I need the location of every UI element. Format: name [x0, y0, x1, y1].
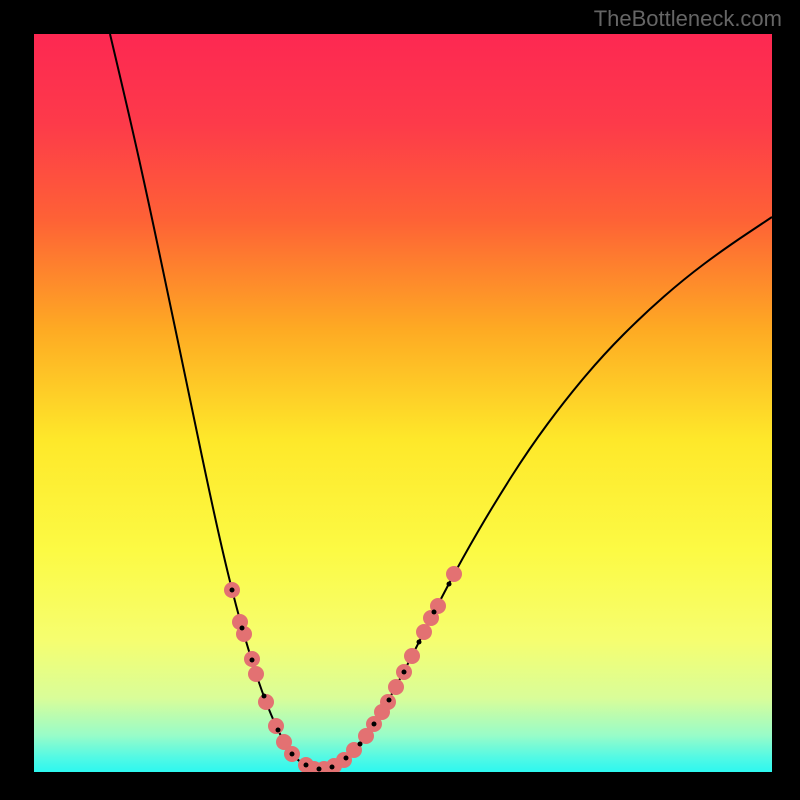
data-marker — [388, 679, 404, 695]
curve-dot — [240, 626, 245, 631]
chart-svg — [34, 34, 772, 772]
data-marker — [416, 624, 432, 640]
watermark-text: TheBottleneck.com — [594, 6, 782, 32]
data-marker — [404, 648, 420, 664]
curve-dot — [250, 658, 255, 663]
curve-dot — [230, 588, 235, 593]
curve-dot — [387, 698, 392, 703]
data-marker — [446, 566, 462, 582]
curve-dot — [417, 640, 422, 645]
curve-dot — [358, 742, 363, 747]
curve-dot — [262, 694, 267, 699]
plot-area — [34, 34, 772, 772]
curve-dot — [304, 763, 309, 768]
curve-dot — [344, 756, 349, 761]
curve-dot — [402, 670, 407, 675]
curve-dot — [372, 722, 377, 727]
data-marker — [268, 718, 284, 734]
data-marker — [248, 666, 264, 682]
chart-container: TheBottleneck.com — [0, 0, 800, 800]
curve-dot — [276, 728, 281, 733]
curve-dot — [317, 767, 322, 772]
curve-dot — [432, 610, 437, 615]
curve-dot — [290, 752, 295, 757]
curve-dot — [330, 765, 335, 770]
gradient-background — [34, 34, 772, 772]
curve-dot — [447, 582, 452, 587]
